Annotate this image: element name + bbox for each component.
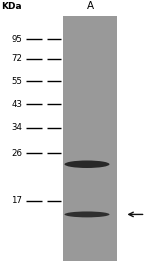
Text: 72: 72: [12, 55, 22, 63]
Text: 95: 95: [12, 35, 22, 44]
Text: KDa: KDa: [2, 2, 22, 11]
Text: 17: 17: [12, 196, 22, 206]
Text: A: A: [86, 1, 94, 11]
Ellipse shape: [64, 211, 110, 217]
Bar: [63, 16, 117, 261]
Text: 43: 43: [12, 100, 22, 109]
Text: 26: 26: [12, 149, 22, 158]
Text: 55: 55: [12, 76, 22, 86]
Text: 34: 34: [12, 123, 22, 132]
Ellipse shape: [64, 161, 110, 168]
